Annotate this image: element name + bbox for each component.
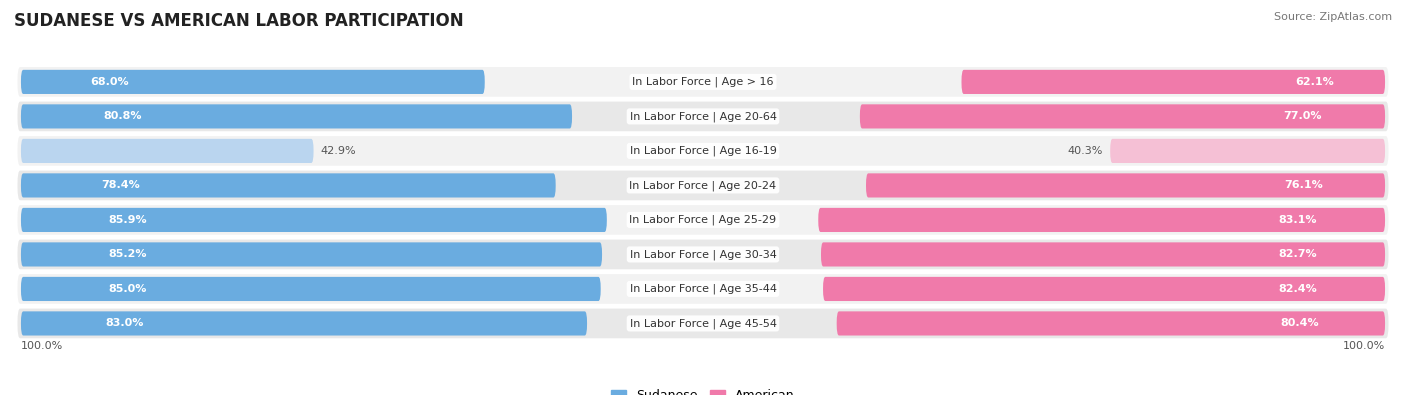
- Text: 40.3%: 40.3%: [1069, 146, 1104, 156]
- Text: In Labor Force | Age 30-34: In Labor Force | Age 30-34: [630, 249, 776, 260]
- FancyBboxPatch shape: [21, 277, 600, 301]
- FancyBboxPatch shape: [962, 70, 1385, 94]
- FancyBboxPatch shape: [21, 70, 485, 94]
- FancyBboxPatch shape: [17, 205, 1389, 235]
- Text: 85.9%: 85.9%: [108, 215, 148, 225]
- Legend: Sudanese, American: Sudanese, American: [606, 384, 800, 395]
- Text: 83.0%: 83.0%: [105, 318, 145, 329]
- Text: 77.0%: 77.0%: [1284, 111, 1322, 121]
- Text: In Labor Force | Age > 16: In Labor Force | Age > 16: [633, 77, 773, 87]
- FancyBboxPatch shape: [21, 104, 572, 128]
- Text: 85.0%: 85.0%: [108, 284, 146, 294]
- FancyBboxPatch shape: [21, 243, 602, 267]
- FancyBboxPatch shape: [866, 173, 1385, 198]
- Text: In Labor Force | Age 16-19: In Labor Force | Age 16-19: [630, 146, 776, 156]
- Text: In Labor Force | Age 20-24: In Labor Force | Age 20-24: [630, 180, 776, 191]
- Text: In Labor Force | Age 25-29: In Labor Force | Age 25-29: [630, 214, 776, 225]
- Text: SUDANESE VS AMERICAN LABOR PARTICIPATION: SUDANESE VS AMERICAN LABOR PARTICIPATION: [14, 12, 464, 30]
- FancyBboxPatch shape: [17, 240, 1389, 269]
- FancyBboxPatch shape: [17, 308, 1389, 338]
- FancyBboxPatch shape: [860, 104, 1385, 128]
- FancyBboxPatch shape: [21, 311, 588, 335]
- FancyBboxPatch shape: [1111, 139, 1385, 163]
- Text: Source: ZipAtlas.com: Source: ZipAtlas.com: [1274, 12, 1392, 22]
- FancyBboxPatch shape: [818, 208, 1385, 232]
- Text: 76.1%: 76.1%: [1284, 181, 1323, 190]
- Text: In Labor Force | Age 35-44: In Labor Force | Age 35-44: [630, 284, 776, 294]
- Text: 62.1%: 62.1%: [1295, 77, 1334, 87]
- Text: In Labor Force | Age 20-64: In Labor Force | Age 20-64: [630, 111, 776, 122]
- FancyBboxPatch shape: [821, 243, 1385, 267]
- FancyBboxPatch shape: [837, 311, 1385, 335]
- FancyBboxPatch shape: [21, 208, 607, 232]
- Text: 80.8%: 80.8%: [104, 111, 142, 121]
- FancyBboxPatch shape: [17, 171, 1389, 200]
- FancyBboxPatch shape: [823, 277, 1385, 301]
- Text: In Labor Force | Age 45-54: In Labor Force | Age 45-54: [630, 318, 776, 329]
- FancyBboxPatch shape: [17, 136, 1389, 166]
- FancyBboxPatch shape: [21, 173, 555, 198]
- Text: 82.4%: 82.4%: [1279, 284, 1317, 294]
- FancyBboxPatch shape: [17, 274, 1389, 304]
- Text: 82.7%: 82.7%: [1278, 249, 1317, 260]
- Text: 68.0%: 68.0%: [90, 77, 129, 87]
- Text: 42.9%: 42.9%: [321, 146, 356, 156]
- Text: 78.4%: 78.4%: [101, 181, 141, 190]
- Text: 85.2%: 85.2%: [108, 249, 146, 260]
- FancyBboxPatch shape: [17, 67, 1389, 97]
- FancyBboxPatch shape: [21, 139, 314, 163]
- FancyBboxPatch shape: [17, 102, 1389, 131]
- Text: 100.0%: 100.0%: [1343, 341, 1385, 352]
- Text: 100.0%: 100.0%: [21, 341, 63, 352]
- Text: 80.4%: 80.4%: [1281, 318, 1319, 329]
- Text: 83.1%: 83.1%: [1278, 215, 1317, 225]
